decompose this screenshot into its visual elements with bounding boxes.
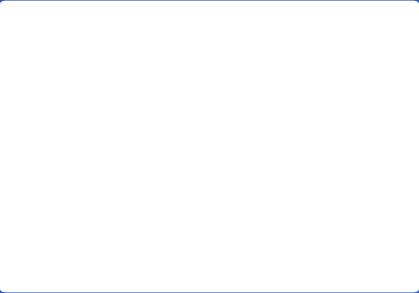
Text: 6 cm: 6 cm [324, 129, 368, 147]
Text: ©math-only-math.com: ©math-only-math.com [267, 78, 380, 88]
Text: P: P [287, 50, 300, 69]
Text: R: R [375, 232, 389, 250]
Text: ©math-only-math.com: ©math-only-math.com [165, 153, 285, 163]
Polygon shape [88, 71, 369, 228]
Text: ©math-only-math.com: ©math-only-math.com [248, 269, 376, 279]
Text: Perimeter of a Triangle: Perimeter of a Triangle [29, 12, 390, 40]
Text: Q: Q [67, 232, 82, 250]
Text: 8 cm: 8 cm [202, 242, 247, 260]
Text: 4 cm: 4 cm [119, 132, 163, 150]
